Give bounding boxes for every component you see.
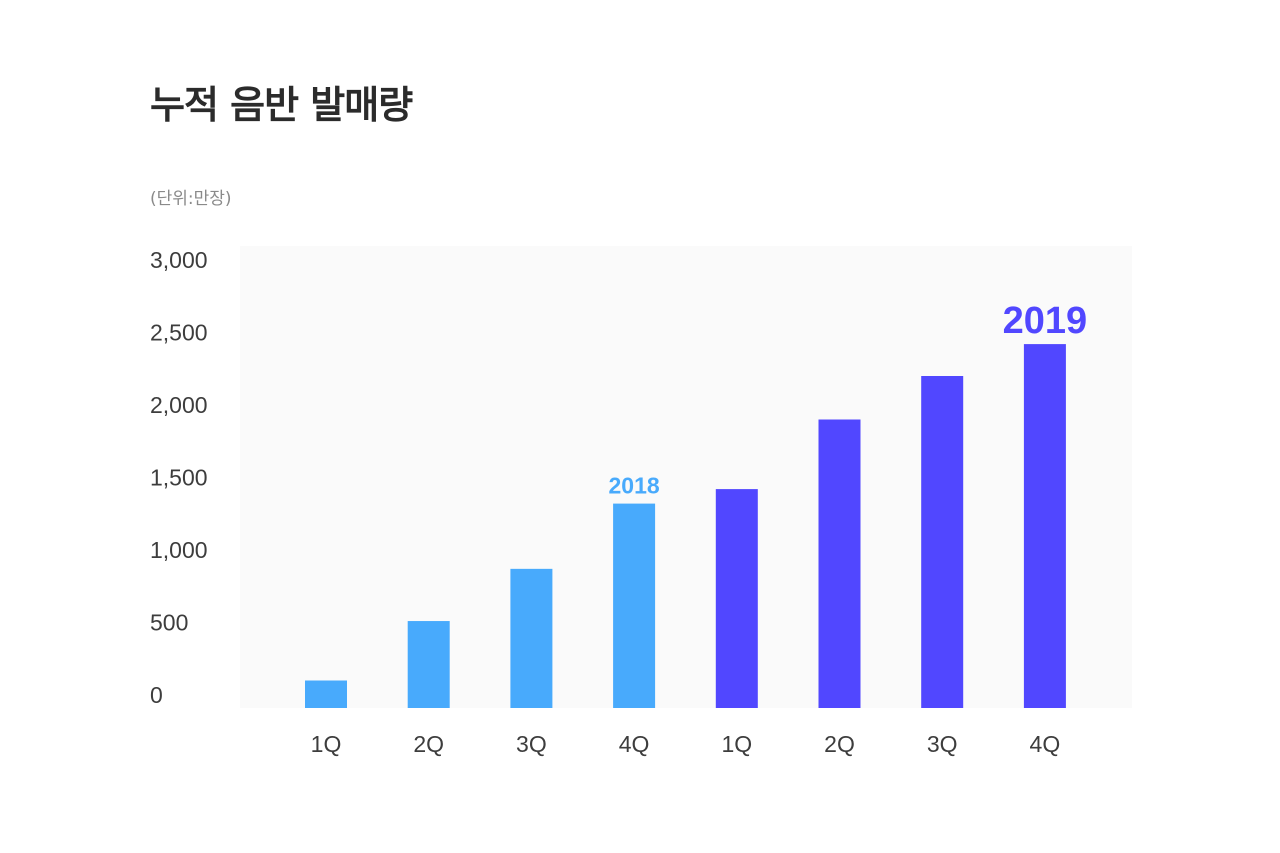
y-tick-label: 500	[150, 610, 188, 636]
x-tick-label: 4Q	[1030, 731, 1061, 757]
unit-label: (단위:만장)	[150, 189, 232, 209]
x-tick-label: 3Q	[927, 731, 958, 757]
plot-area	[240, 246, 1132, 708]
bar-2019-3Q	[921, 376, 964, 708]
series-annotation-2019: 2019	[1003, 300, 1088, 342]
y-tick-label: 2,000	[150, 392, 208, 418]
bar-2018-1Q	[305, 680, 347, 708]
y-tick-label: 1,500	[150, 465, 208, 491]
y-tick-label: 0	[150, 682, 163, 708]
bar-2019-4Q	[1023, 344, 1066, 708]
y-tick-label: 2,500	[150, 320, 208, 346]
x-tick-label: 4Q	[619, 731, 650, 757]
bar-2018-4Q	[613, 503, 656, 708]
chart-title: 누적 음반 발매량	[150, 83, 413, 127]
bar-2018-3Q	[510, 568, 553, 708]
bar-2018-2Q	[407, 621, 450, 708]
y-tick-label: 1,000	[150, 537, 208, 563]
x-tick-label: 2Q	[824, 731, 855, 757]
x-tick-label: 1Q	[721, 731, 752, 757]
y-tick-label: 3,000	[150, 247, 208, 273]
bar-2019-2Q	[818, 419, 861, 708]
x-tick-label: 3Q	[516, 731, 547, 757]
x-tick-label: 2Q	[413, 731, 444, 757]
series-annotation-2018: 2018	[609, 473, 660, 499]
bar-2019-1Q	[715, 489, 758, 708]
x-tick-label: 1Q	[311, 731, 342, 757]
